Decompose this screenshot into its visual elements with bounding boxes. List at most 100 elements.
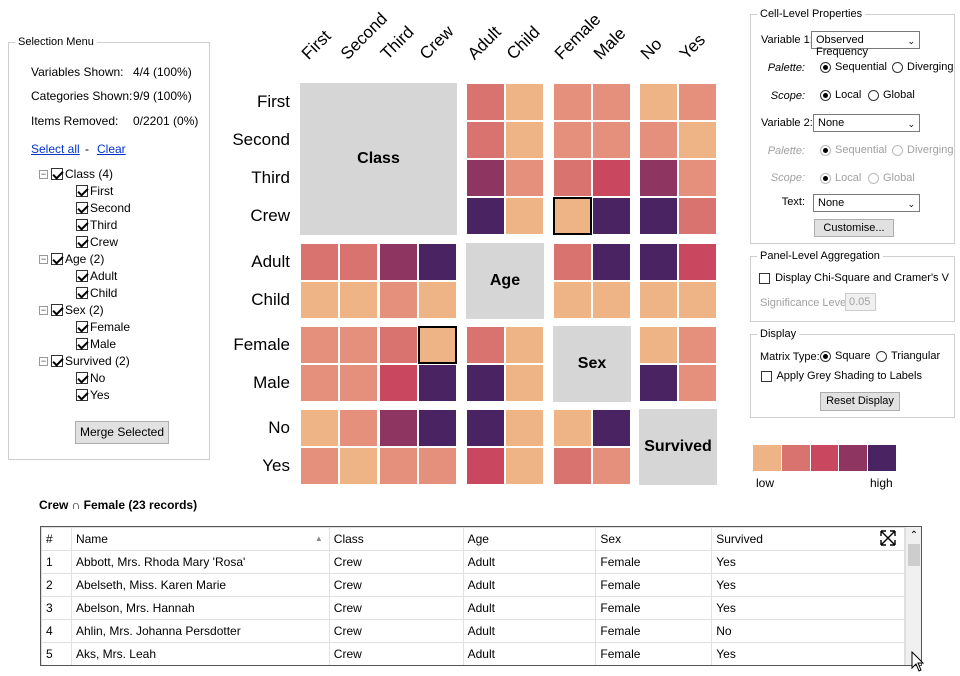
- checkbox-checked-icon[interactable]: [76, 372, 88, 384]
- palette1-diverging-radio[interactable]: Diverging: [892, 61, 953, 73]
- matrix-cell[interactable]: [379, 409, 418, 447]
- matrix-cell[interactable]: [466, 121, 505, 159]
- tree-group-2[interactable]: − Sex (2): [39, 302, 104, 318]
- select-all-link[interactable]: Select all: [31, 142, 80, 156]
- checkbox-checked-icon[interactable]: [76, 185, 88, 197]
- matrix-cell-selected[interactable]: [418, 326, 457, 364]
- matrix-cell[interactable]: [505, 364, 544, 402]
- tree-item[interactable]: Crew: [76, 234, 118, 250]
- scroll-thumb[interactable]: [908, 544, 920, 566]
- matrix-cell[interactable]: [639, 326, 678, 364]
- checkbox-checked-icon[interactable]: [51, 168, 63, 180]
- checkbox-checked-icon[interactable]: [76, 270, 88, 282]
- tree-item[interactable]: Third: [76, 217, 117, 233]
- matrix-cell[interactable]: [466, 364, 505, 402]
- matrix-cell[interactable]: [678, 83, 717, 121]
- checkbox-checked-icon[interactable]: [76, 338, 88, 350]
- matrix-cell[interactable]: [379, 364, 418, 402]
- matrix-cell-selected[interactable]: [553, 197, 592, 235]
- matrix-cell[interactable]: [418, 243, 457, 281]
- table-row[interactable]: 5 Aks, Mrs. Leah Crew Adult Female Yes: [41, 642, 905, 665]
- grey-shading-checkbox[interactable]: Apply Grey Shading to Labels: [761, 370, 922, 382]
- reset-display-button[interactable]: Reset Display: [820, 392, 900, 411]
- matrix-cell[interactable]: [592, 281, 631, 319]
- matrix-cell[interactable]: [466, 159, 505, 197]
- checkbox-checked-icon[interactable]: [76, 202, 88, 214]
- matrix-cell[interactable]: [466, 197, 505, 235]
- matrix-cell[interactable]: [639, 83, 678, 121]
- scope1-global-radio[interactable]: Global: [868, 89, 915, 101]
- matrix-cell[interactable]: [639, 281, 678, 319]
- column-header[interactable]: #: [41, 527, 72, 551]
- matrix-cell[interactable]: [553, 83, 592, 121]
- matrix-cell[interactable]: [300, 364, 339, 402]
- matrix-cell[interactable]: [505, 197, 544, 235]
- merge-selected-button[interactable]: Merge Selected: [75, 421, 169, 444]
- matrix-cell[interactable]: [505, 326, 544, 364]
- matrix-cell[interactable]: [339, 281, 378, 319]
- matrix-cell[interactable]: [418, 364, 457, 402]
- customise-button[interactable]: Customise...: [814, 219, 894, 237]
- matrix-cell[interactable]: [339, 326, 378, 364]
- matrix-cell[interactable]: [592, 409, 631, 447]
- square-radio[interactable]: Square: [820, 350, 870, 362]
- matrix-cell[interactable]: [418, 281, 457, 319]
- matrix-cell[interactable]: [339, 364, 378, 402]
- matrix-cell[interactable]: [592, 447, 631, 485]
- collapse-icon[interactable]: −: [39, 304, 48, 315]
- significance-input[interactable]: 0.05: [845, 293, 876, 311]
- checkbox-checked-icon[interactable]: [51, 304, 63, 316]
- scope1-local-radio[interactable]: Local: [820, 89, 861, 101]
- matrix-cell[interactable]: [466, 409, 505, 447]
- column-header[interactable]: Name ▲: [70, 527, 330, 551]
- matrix-cell[interactable]: [553, 159, 592, 197]
- matrix-cell[interactable]: [505, 83, 544, 121]
- matrix-cell[interactable]: [466, 83, 505, 121]
- variable1-select[interactable]: Observed Frequency ⌄: [811, 31, 920, 58]
- tree-group-1[interactable]: − Age (2): [39, 251, 104, 267]
- collapse-icon[interactable]: −: [39, 168, 48, 179]
- matrix-cell[interactable]: [639, 159, 678, 197]
- matrix-cell[interactable]: [379, 447, 418, 485]
- matrix-cell[interactable]: [639, 121, 678, 159]
- matrix-cell[interactable]: [553, 121, 592, 159]
- matrix-cell[interactable]: [678, 243, 717, 281]
- checkbox-checked-icon[interactable]: [76, 321, 88, 333]
- chi-square-checkbox[interactable]: Display Chi-Square and Cramer's V: [759, 272, 949, 284]
- matrix-cell[interactable]: [505, 121, 544, 159]
- matrix-cell[interactable]: [418, 409, 457, 447]
- matrix-cell[interactable]: [300, 243, 339, 281]
- matrix-cell[interactable]: [678, 326, 717, 364]
- matrix-cell[interactable]: [379, 243, 418, 281]
- tree-item[interactable]: Second: [76, 200, 131, 216]
- column-header[interactable]: Sex: [595, 527, 713, 551]
- table-row[interactable]: 1 Abbott, Mrs. Rhoda Mary 'Rosa' Crew Adult…: [41, 550, 905, 574]
- matrix-cell[interactable]: [505, 409, 544, 447]
- matrix-cell[interactable]: [505, 447, 544, 485]
- triangular-radio[interactable]: Triangular: [876, 350, 940, 362]
- scope2-global-radio[interactable]: Global: [868, 172, 915, 184]
- checkbox-checked-icon[interactable]: [76, 236, 88, 248]
- matrix-cell[interactable]: [678, 281, 717, 319]
- palette1-sequential-radio[interactable]: Sequential: [820, 61, 887, 73]
- collapse-icon[interactable]: −: [39, 253, 48, 264]
- table-row[interactable]: 3 Abelson, Mrs. Hannah Crew Adult Female Yes: [41, 596, 905, 620]
- expand-icon[interactable]: [880, 530, 896, 546]
- column-header[interactable]: Class: [328, 527, 464, 551]
- checkbox-checked-icon[interactable]: [51, 253, 63, 265]
- table-row[interactable]: 2 Abelseth, Miss. Karen Marie Crew Adult Fem…: [41, 573, 905, 597]
- tree-item[interactable]: No: [76, 370, 105, 386]
- tree-item[interactable]: Female: [76, 319, 130, 335]
- scope2-local-radio[interactable]: Local: [820, 172, 861, 184]
- matrix-cell[interactable]: [592, 197, 631, 235]
- matrix-cell[interactable]: [418, 447, 457, 485]
- matrix-cell[interactable]: [339, 409, 378, 447]
- text-select[interactable]: None ⌄: [813, 194, 920, 212]
- matrix-cell[interactable]: [300, 326, 339, 364]
- matrix-cell[interactable]: [505, 159, 544, 197]
- column-header[interactable]: Age: [462, 527, 597, 551]
- matrix-cell[interactable]: [553, 281, 592, 319]
- checkbox-checked-icon[interactable]: [76, 219, 88, 231]
- tree-item[interactable]: Child: [76, 285, 117, 301]
- matrix-cell[interactable]: [592, 159, 631, 197]
